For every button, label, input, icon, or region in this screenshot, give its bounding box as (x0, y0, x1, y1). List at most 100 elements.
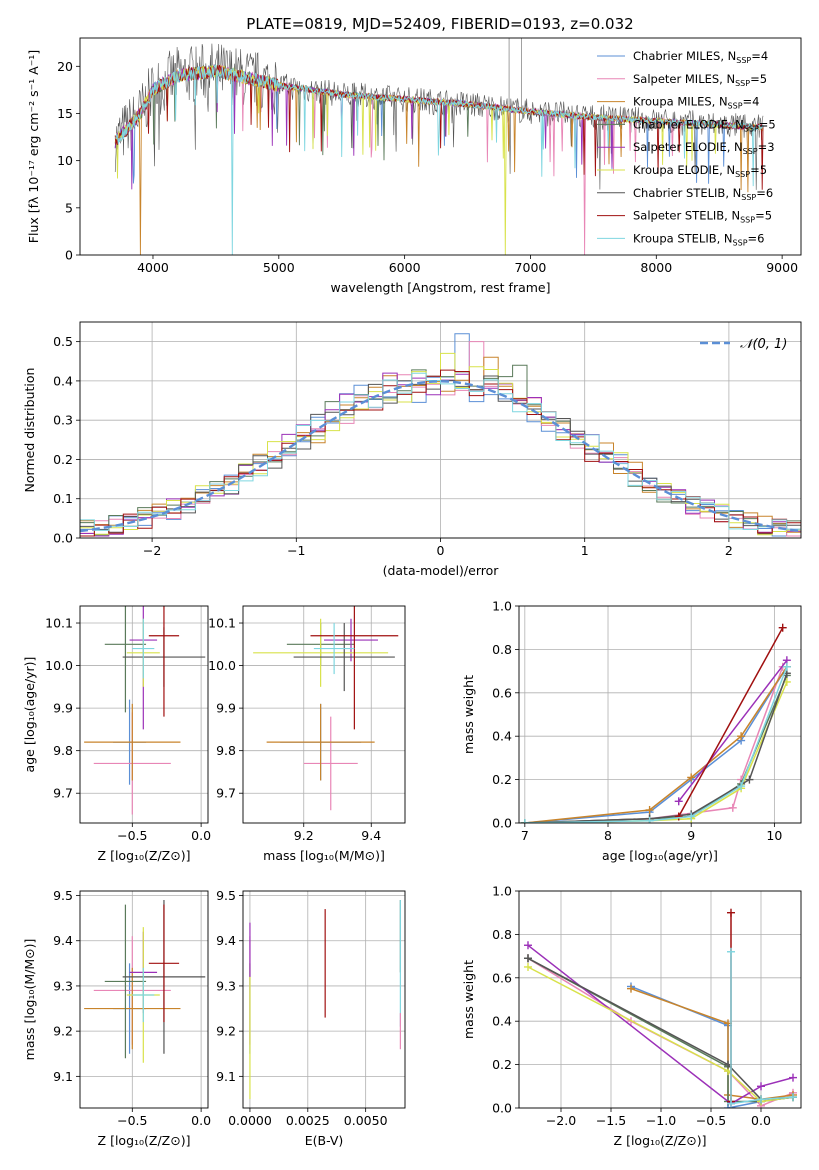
grid (80, 891, 208, 1108)
x-axis-label: Z [log₁₀(Z/Z⊙)] (614, 1133, 707, 1148)
axes-frame (79, 605, 209, 824)
y-tick-label: 0.0 (492, 1101, 512, 1116)
errorbar-point (104, 904, 147, 1059)
errorbar-point (313, 623, 355, 675)
x-tick-label: 0.0050 (344, 1113, 388, 1128)
errorbar-point (84, 967, 181, 1050)
plus-marker (524, 962, 532, 971)
x-tick-label: 0.0 (191, 828, 211, 843)
errorbar-point (324, 618, 378, 662)
plus-marker (524, 954, 532, 963)
x-tick-label: 9 (687, 828, 695, 843)
weight-line (730, 951, 794, 1105)
grid (519, 890, 801, 1109)
errorbar-point (148, 904, 180, 1023)
x-tick-label: 8 (604, 828, 612, 843)
legend: 𝒩(0, 1) (700, 337, 787, 352)
plus-marker (789, 1093, 797, 1102)
x-tick-label: 0.0000 (228, 1113, 272, 1128)
x-tick-label: 7 (521, 828, 529, 843)
ticks: 7 8 9 10 0.0 0.2 0.4 0.6 0.8 1.0 (492, 599, 782, 844)
errorbar-point (266, 703, 375, 781)
plot-area (80, 333, 801, 538)
y-tick-label: 10.0 (45, 658, 73, 673)
legend-label: Kroupa MILES, NSSP=4 (633, 95, 759, 111)
y-tick-label: 9.9 (216, 701, 236, 716)
legend-label: Chabrier STELIB, NSSP=6 (633, 186, 773, 202)
x-tick-label: 0.0025 (286, 1113, 330, 1128)
x-tick-label: −0.5 (696, 1113, 726, 1128)
axes-frame (242, 890, 406, 1109)
y-tick-label: 9.1 (216, 1069, 236, 1084)
y-axis-label: mass [log₁₀(M/M⊙)] (22, 939, 37, 1061)
ticks: −2 −1 0 1 2 0.0 0.1 0.2 0.3 0.4 0.5 (53, 334, 733, 558)
y-tick-label: 1.0 (492, 599, 512, 614)
plus-marker (687, 812, 696, 821)
x-tick-label: 9.4 (361, 828, 381, 843)
y-tick-label: 10.0 (208, 658, 236, 673)
plot-area (253, 606, 399, 811)
weight-line (678, 659, 788, 802)
y-tick-label: 0.4 (492, 1014, 512, 1029)
errorbar-point (310, 606, 399, 730)
x-tick-label: 0.0 (191, 1113, 211, 1128)
legend-label: Salpeter MILES, NSSP=5 (633, 72, 767, 88)
x-tick-label: 0 (437, 543, 445, 558)
legend-label: Chabrier ELODIE, NSSP=5 (633, 117, 776, 133)
x-tick-label: 9000 (766, 260, 798, 275)
x-tick-label: 5000 (263, 260, 295, 275)
grid (243, 891, 405, 1108)
x-tick-label: 0.0 (751, 1113, 771, 1128)
plus-marker (737, 782, 746, 791)
y-tick-label: 9.9 (53, 701, 73, 716)
x-axis-label: Z [log₁₀(Z/Z⊙)] (98, 1133, 191, 1148)
y-tick-label: 9.3 (216, 978, 236, 993)
plus-marker (674, 797, 683, 806)
plus-marker (645, 805, 654, 814)
axes-frame (518, 890, 802, 1109)
x-axis-label: (data-model)/error (383, 563, 500, 578)
y-tick-label: 15 (57, 106, 73, 121)
y-tick-label: 9.4 (216, 933, 236, 948)
residuals-panel: −2 −1 0 1 2 0.0 0.1 0.2 0.3 0.4 0.5 (data-model)/er… (22, 321, 802, 578)
y-tick-label: 0.0 (53, 531, 73, 546)
mass-vs-metallicity-panel: −0.5 0.0 9.1 9.2 9.3 9.4 9.5 Z [log₁₀(Z/Z⊙)] mas… (22, 888, 211, 1148)
weight-line (524, 666, 784, 823)
y-tick-label: 1.0 (492, 884, 512, 899)
weight-line (524, 681, 788, 823)
plus-marker (757, 1082, 765, 1091)
x-axis-label: age [log₁₀(age/yr)] (602, 848, 718, 863)
spectrum-line (114, 43, 764, 190)
y-tick-label: 0.5 (53, 334, 73, 349)
x-tick-label: −0.5 (117, 828, 147, 843)
y-axis-label: Normed distribution (22, 368, 37, 493)
ticks: 0.0000 0.0025 0.0050 9.1 9.2 9.3 9.4 9.5 (216, 888, 387, 1128)
y-tick-label: 9.2 (216, 1024, 236, 1039)
plus-marker (778, 623, 787, 632)
legend: Chabrier MILES, NSSP=4 Salpeter MILES, NS… (597, 49, 776, 247)
x-axis-label: wavelength [Angstrom, rest frame] (330, 280, 550, 295)
legend-label: Salpeter ELODIE, NSSP=3 (633, 140, 775, 156)
plus-marker (745, 775, 754, 784)
age-vs-metallicity-panel: −0.5 0.0 9.7 9.8 9.9 10.0 10.1 Z [log₁₀(Z/Z⊙)] a… (22, 605, 211, 863)
y-tick-label: 9.5 (216, 888, 236, 903)
ticks: −0.5 0.0 9.1 9.2 9.3 9.4 9.5 (53, 888, 211, 1128)
spectrum-line (114, 64, 764, 255)
histogram-step (80, 372, 801, 538)
legend-label: Salpeter STELIB, NSSP=5 (633, 209, 772, 225)
y-tick-label: 0.8 (492, 642, 512, 657)
x-axis-label: E(B-V) (305, 1133, 344, 1148)
y-axis-label: mass weight (461, 960, 476, 1039)
y-tick-label: 0.2 (492, 1057, 512, 1072)
weight-line (527, 966, 794, 1103)
plus-marker (645, 816, 654, 823)
weight-line (527, 957, 794, 1101)
errorbar-point (104, 606, 147, 713)
x-tick-label: 2 (725, 543, 733, 558)
plus-marker (524, 941, 532, 950)
plus-marker (757, 1095, 765, 1104)
y-axis-label: age [log₁₀(age/yr)] (22, 657, 37, 773)
y-tick-label: 9.7 (216, 786, 236, 801)
legend-label: Kroupa ELODIE, NSSP=5 (633, 163, 767, 179)
weight-vs-age-panel: 7 8 9 10 0.0 0.2 0.4 0.6 0.8 1.0 age [log₁₀(age/yr… (461, 599, 802, 863)
